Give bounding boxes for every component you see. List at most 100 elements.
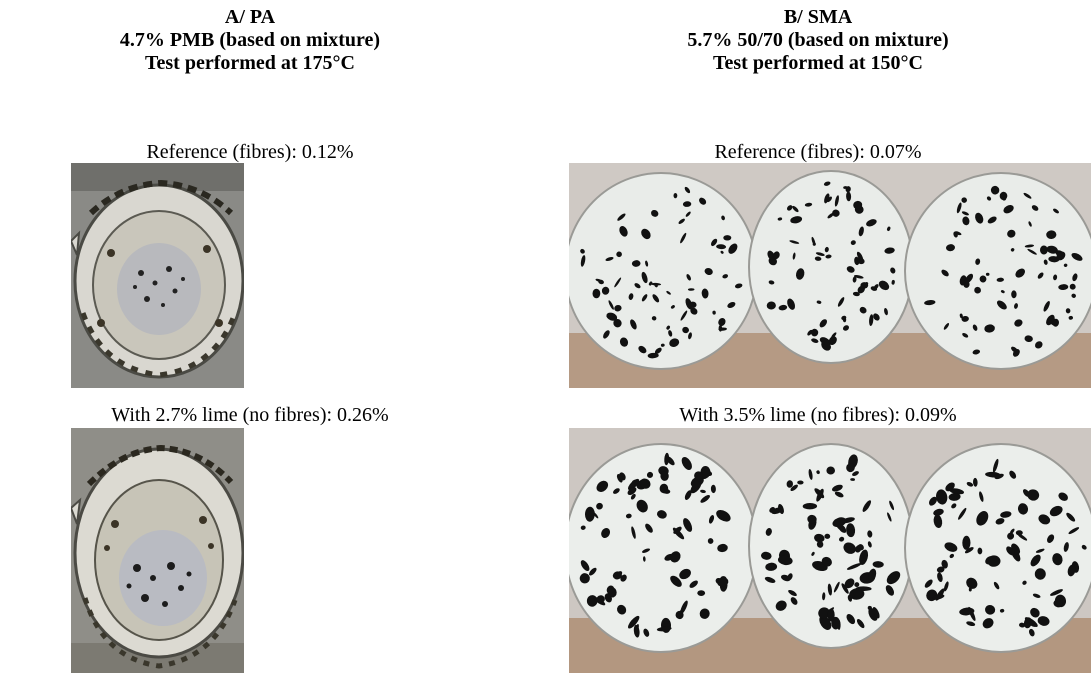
bitumen-speck (601, 528, 611, 538)
bitumen-speck (841, 583, 849, 594)
bitumen-speck (718, 327, 727, 331)
bitumen-speck (603, 330, 610, 339)
beakers-photo (569, 428, 1091, 673)
bitumen-speck (627, 487, 637, 496)
bitumen-speck (664, 452, 670, 466)
photo-caption: With 2.7% lime (no fibres): 0.26% (111, 404, 389, 426)
bitumen-speck (886, 571, 901, 585)
bitumen-speck (727, 301, 736, 309)
photo-caption: Reference (fibres): 0.12% (146, 141, 354, 163)
bitumen-speck (1012, 349, 1020, 357)
bitumen-speck (589, 567, 597, 576)
bitumen-speck (853, 200, 863, 210)
bitumen-speck (825, 254, 832, 259)
bitumen-speck (598, 279, 604, 285)
bitumen-speck (1053, 208, 1059, 214)
bitumen-speck (686, 274, 691, 281)
bitumen-speck (964, 273, 974, 284)
bitumen-speck (1032, 593, 1041, 598)
bitumen-speck (694, 471, 703, 481)
column-b: B/ SMA 5.7% 50/70 (based on mixture) Tes… (545, 0, 1091, 673)
bitumen-speck (639, 478, 651, 489)
bitumen-speck (839, 527, 847, 533)
bitumen-speck (720, 250, 724, 254)
bitumen-speck (951, 503, 957, 509)
bitumen-speck (1071, 252, 1083, 261)
bitumen-speck (959, 275, 967, 286)
bitumen-speck (933, 514, 943, 529)
bitumen-speck (811, 551, 815, 556)
bitumen-speck (1014, 319, 1023, 327)
bitumen-speck (606, 585, 615, 594)
bitumen-speck (670, 305, 675, 309)
bitumen-speck (846, 191, 852, 202)
bitumen-speck (1027, 248, 1037, 255)
bitumen-speck (1071, 293, 1076, 298)
heading-title: B/ SMA (783, 6, 853, 28)
bitumen-speck (1038, 514, 1051, 525)
bitumen-speck (1007, 229, 1016, 238)
bitumen-speck (645, 523, 653, 533)
bitumen-speck (670, 551, 681, 563)
bitumen-speck (867, 541, 872, 548)
bitumen-speck (788, 589, 797, 597)
bitumen-speck (827, 608, 835, 622)
bitumen-speck (1009, 470, 1017, 479)
bitumen-speck (996, 277, 1004, 282)
bitumen-speck (831, 484, 843, 492)
bitumen-speck (1050, 589, 1063, 596)
bitumen-speck (1030, 554, 1041, 567)
bitumen-speck (1019, 622, 1026, 628)
bitumen-speck (932, 594, 945, 600)
bitumen-speck (941, 269, 949, 277)
bitumen-speck (999, 608, 1005, 613)
heading-temperature: Test performed at 150°C (713, 52, 923, 74)
bitumen-speck (638, 345, 647, 354)
beaker-photo (71, 163, 244, 388)
bitumen-speck (631, 526, 636, 539)
bitumen-speck (966, 482, 974, 487)
bitumen-speck (679, 568, 691, 580)
bitumen-speck (884, 247, 895, 254)
bitumen-speck (979, 275, 987, 283)
bitumen-speck (985, 604, 996, 615)
bitumen-speck (628, 478, 640, 491)
bitumen-speck (873, 313, 880, 321)
bitumen-speck (1043, 301, 1050, 312)
bitumen-speck (972, 477, 978, 487)
bitumen-speck (821, 556, 832, 567)
column-a: A/ PA 4.7% PMB (based on mixture) Test p… (0, 0, 500, 673)
bitumen-speck (1046, 314, 1055, 326)
bitumen-speck (822, 592, 826, 601)
bitumen-speck (1007, 532, 1015, 540)
bitumen-speck (1081, 544, 1087, 550)
bitumen-speck (660, 343, 665, 347)
bitumen-speck (681, 457, 692, 470)
heading-temperature: Test performed at 175°C (145, 52, 355, 74)
bitumen-speck (1034, 568, 1046, 580)
photo-caption: With 3.5% lime (no fibres): 0.09% (679, 404, 957, 426)
bitumen-speck (993, 581, 1000, 590)
bitumen-speck (886, 226, 891, 232)
bitumen-speck (680, 310, 688, 321)
bitumen-speck (651, 209, 659, 217)
bitumen-speck (1067, 564, 1076, 577)
bitumen-speck (1015, 268, 1025, 278)
bitumen-speck (721, 215, 725, 221)
bitumen-speck (1058, 492, 1068, 501)
bitumen-speck (1031, 205, 1039, 211)
beaker-photo (71, 428, 244, 673)
bitumen-speck (619, 337, 629, 347)
bitumen-speck (870, 286, 878, 291)
bitumen-speck (807, 514, 817, 524)
bitumen-speck (790, 216, 803, 224)
bitumen-speck (889, 500, 895, 511)
bitumen-speck (832, 517, 847, 528)
bitumen-speck (647, 352, 659, 359)
bitumen-speck (613, 488, 620, 494)
bitumen-speck (974, 286, 981, 294)
bitumen-speck (819, 337, 831, 346)
bitumen-speck (1003, 205, 1014, 214)
bitumen-speck (990, 185, 1000, 195)
bitumen-speck (987, 216, 997, 224)
